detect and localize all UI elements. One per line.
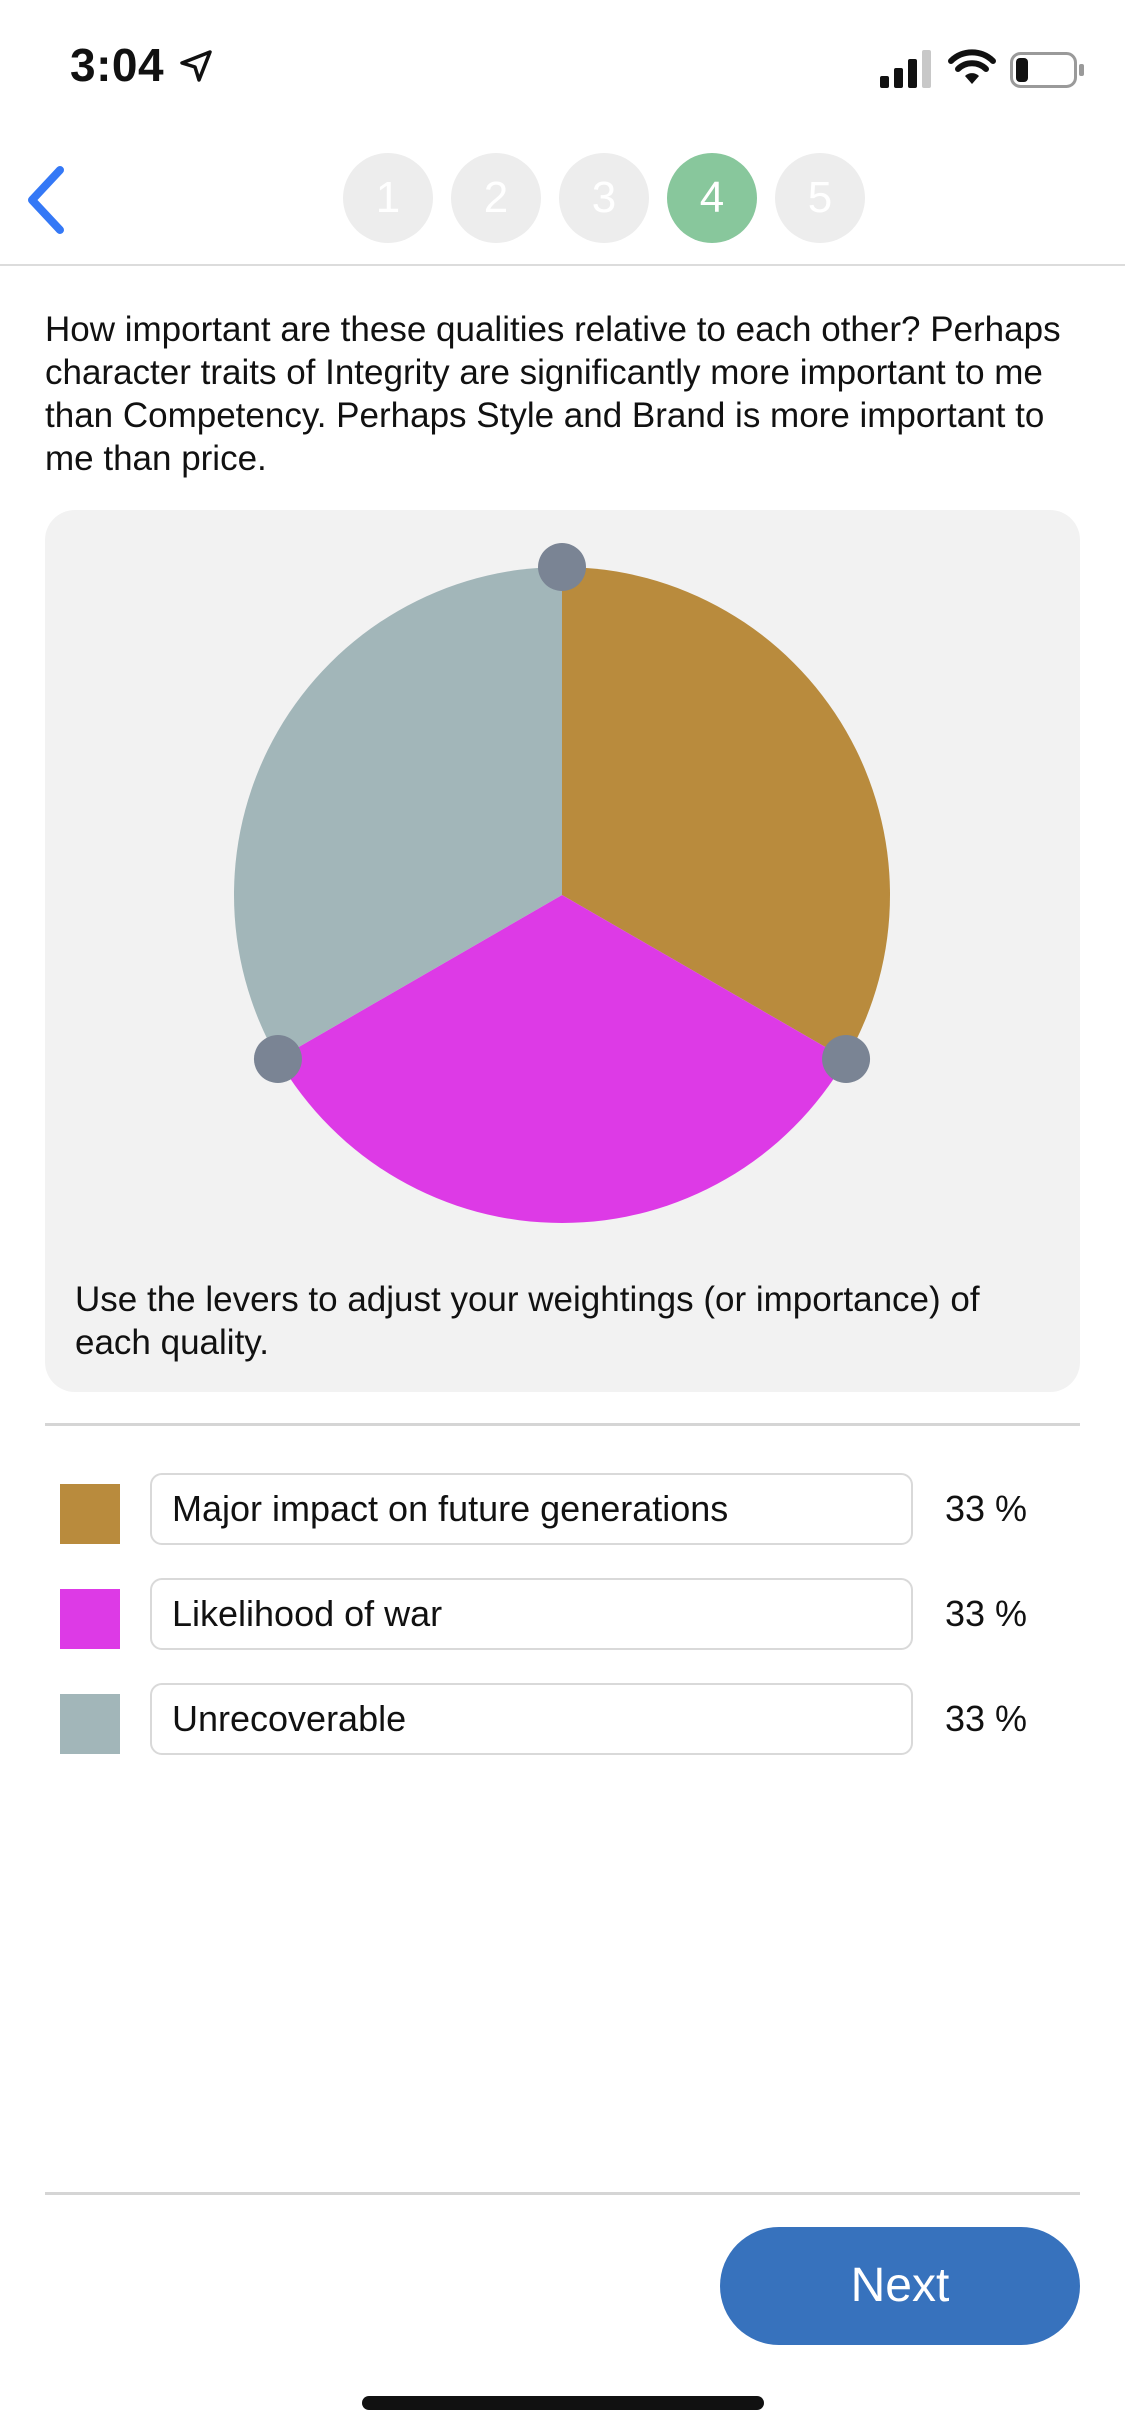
weighting-pie-chart[interactable]: [45, 510, 1080, 1290]
question-text: How important are these qualities relati…: [45, 310, 1061, 478]
quality-percent: 33 %: [945, 1488, 1028, 1529]
quality-row: Unrecoverable 33 %: [58, 1683, 1088, 1761]
color-swatch: [60, 1484, 120, 1544]
divider: [45, 1423, 1080, 1426]
step-3: 3: [559, 153, 649, 243]
wifi-icon: [948, 49, 996, 84]
quality-percent: 33 %: [945, 1698, 1028, 1739]
header-divider: [0, 264, 1125, 266]
pie-lever-handle-1[interactable]: [538, 543, 586, 591]
color-swatch: [60, 1589, 120, 1649]
cellular-signal-icon: [880, 50, 931, 88]
step-2: 2: [451, 153, 541, 243]
pie-slice-3: [234, 567, 562, 1059]
quality-row: Major impact on future generations 33 %: [58, 1473, 1088, 1551]
home-indicator: [362, 2396, 764, 2410]
step-5: 5: [775, 153, 865, 243]
quality-row: Likelihood of war 33 %: [58, 1578, 1088, 1656]
pie-slice-1: [562, 567, 890, 1059]
hint-text: Use the levers to adjust your weightings…: [75, 1280, 980, 1362]
quality-name-field[interactable]: Likelihood of war: [150, 1578, 913, 1650]
quality-percent: 33 %: [945, 1593, 1028, 1634]
quality-name-field[interactable]: Major impact on future generations: [150, 1473, 913, 1545]
status-time: 3:04: [70, 39, 165, 91]
pie-lever-handle-2[interactable]: [822, 1035, 871, 1083]
step-1: 1: [343, 153, 433, 243]
next-button[interactable]: Next: [720, 2227, 1080, 2345]
battery-icon: [1010, 52, 1084, 88]
location-arrow-icon: [180, 50, 212, 82]
footer-divider: [45, 2192, 1080, 2195]
step-4: 4: [667, 153, 757, 243]
back-chevron-icon[interactable]: [20, 160, 80, 240]
color-swatch: [60, 1694, 120, 1754]
pie-lever-handle-3[interactable]: [253, 1035, 302, 1083]
quality-name-field[interactable]: Unrecoverable: [150, 1683, 913, 1755]
